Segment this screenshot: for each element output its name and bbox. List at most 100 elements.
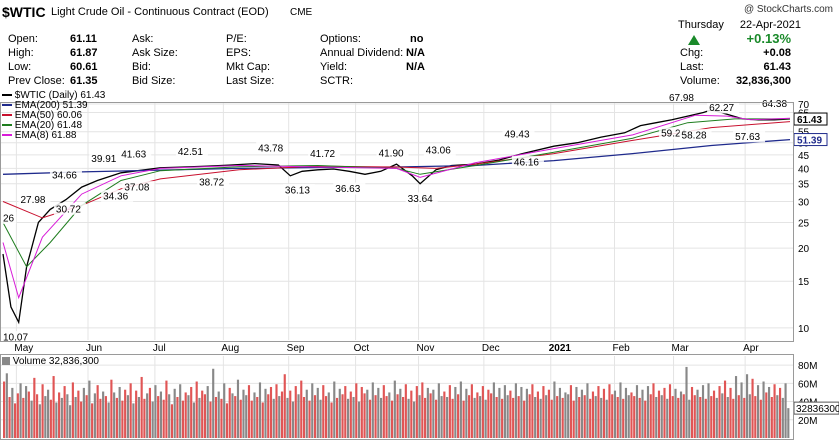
volume-bar xyxy=(745,374,749,438)
annotation-label: 30.72 xyxy=(56,204,81,215)
annotation-label: 49.43 xyxy=(504,130,529,141)
legend-swatch xyxy=(2,357,10,366)
volume-bar xyxy=(214,397,218,438)
volume-bar xyxy=(454,386,457,438)
volume-bar xyxy=(280,391,284,438)
volume-bar xyxy=(382,385,385,438)
volume-bar xyxy=(322,385,325,438)
annotation-label: 42.51 xyxy=(178,147,203,158)
volume-bar xyxy=(657,390,661,438)
x-tick-label: Apr xyxy=(743,343,759,354)
volume-bar xyxy=(556,396,559,438)
volume-bar xyxy=(437,383,440,438)
up-arrow-icon xyxy=(688,35,700,45)
y-tick-label: 45 xyxy=(798,151,810,162)
volume-bar xyxy=(415,386,418,438)
volume-bar xyxy=(545,395,548,438)
volume-bar xyxy=(707,383,710,438)
volume-bar xyxy=(275,384,278,438)
volume-bar xyxy=(602,388,606,438)
volume-bar xyxy=(611,394,614,438)
volume-bar xyxy=(99,398,102,438)
annotation-bg xyxy=(282,184,315,197)
volume-bar xyxy=(693,395,696,438)
volume-bar xyxy=(468,395,471,438)
volume-bar xyxy=(767,386,771,438)
volume-bar xyxy=(355,383,358,438)
volume-title: Volume 32,836,300 xyxy=(12,356,99,367)
volume-bar xyxy=(589,398,592,438)
volume-bar xyxy=(446,397,449,438)
price-tag-label: 61.43 xyxy=(797,115,822,126)
volume-bar xyxy=(476,392,479,438)
volume-bar xyxy=(624,387,628,438)
volume-bar xyxy=(63,386,66,438)
volume-bar xyxy=(173,388,176,438)
volume-bar xyxy=(520,386,523,438)
volume-bar xyxy=(426,387,429,438)
volume-bar xyxy=(327,392,330,438)
volume-legend: Volume 32,836,300 xyxy=(2,356,99,367)
volume-bar xyxy=(30,400,33,438)
volume-bar xyxy=(14,403,17,438)
volume-bar xyxy=(432,389,435,438)
volume-bar xyxy=(699,397,702,438)
volume-bar xyxy=(721,393,724,438)
annotation-label: 10.07 xyxy=(3,333,28,344)
x-tick-label: May xyxy=(14,343,33,354)
volume-bar xyxy=(52,376,55,438)
volume-bar xyxy=(718,386,721,438)
volume-bar xyxy=(787,408,790,438)
annotation-bg xyxy=(175,145,208,158)
annotation-label: 59.24 xyxy=(661,129,686,140)
volume-bar xyxy=(567,394,570,438)
last-value: 61.43 xyxy=(763,61,791,73)
y-tick-label: 80M xyxy=(798,361,817,372)
volume-bar xyxy=(509,390,512,438)
volume-bar xyxy=(247,385,251,438)
volume-bar xyxy=(418,395,421,438)
volume-bar xyxy=(594,396,597,438)
chg-value: +0.08 xyxy=(763,47,791,59)
volume-bar xyxy=(470,384,473,438)
volume-bar xyxy=(151,401,154,438)
volume-bar xyxy=(498,387,501,438)
x-tick-label: Mar xyxy=(672,343,690,354)
copyright: @ StockCharts.com xyxy=(743,4,833,15)
volume-bar xyxy=(250,400,253,438)
annotation-bg xyxy=(119,147,152,160)
volume-bar xyxy=(710,396,713,438)
volume-bar xyxy=(553,381,556,438)
volume-bar xyxy=(71,382,74,438)
volume-bar xyxy=(682,394,685,438)
volume-bar xyxy=(148,387,151,438)
annotation-label: 43.06 xyxy=(426,145,451,156)
volume-bar xyxy=(729,387,732,438)
volume-bar xyxy=(245,395,248,438)
volume-bar xyxy=(190,386,193,438)
x-tick-label: Jul xyxy=(153,343,166,354)
volume-bar xyxy=(605,399,608,438)
volume-bar xyxy=(300,380,303,438)
volume-bar xyxy=(660,395,663,438)
volume-value: 32,836,300 xyxy=(735,75,791,87)
volume-bar xyxy=(192,402,196,438)
volume-bar xyxy=(393,380,396,438)
volume-bar xyxy=(198,397,201,438)
volume-bar xyxy=(124,389,127,438)
y-tick-label: 60M xyxy=(798,379,817,390)
y-tick-label: 25 xyxy=(798,218,810,229)
volume-bar xyxy=(121,400,124,438)
legend: $WTIC (Daily) 61.43 EMA(200) 51.39 EMA(5… xyxy=(2,91,105,141)
volume-bar xyxy=(748,394,751,438)
volume-bar xyxy=(80,401,83,438)
volume-bar xyxy=(663,387,666,438)
annotation-bg xyxy=(707,101,740,114)
volume-bar xyxy=(305,389,308,438)
volume-bar xyxy=(459,381,462,438)
volume-bar xyxy=(773,384,776,438)
volume-bar xyxy=(366,389,369,438)
volume-bar xyxy=(159,391,163,438)
volume-bar xyxy=(465,388,468,438)
